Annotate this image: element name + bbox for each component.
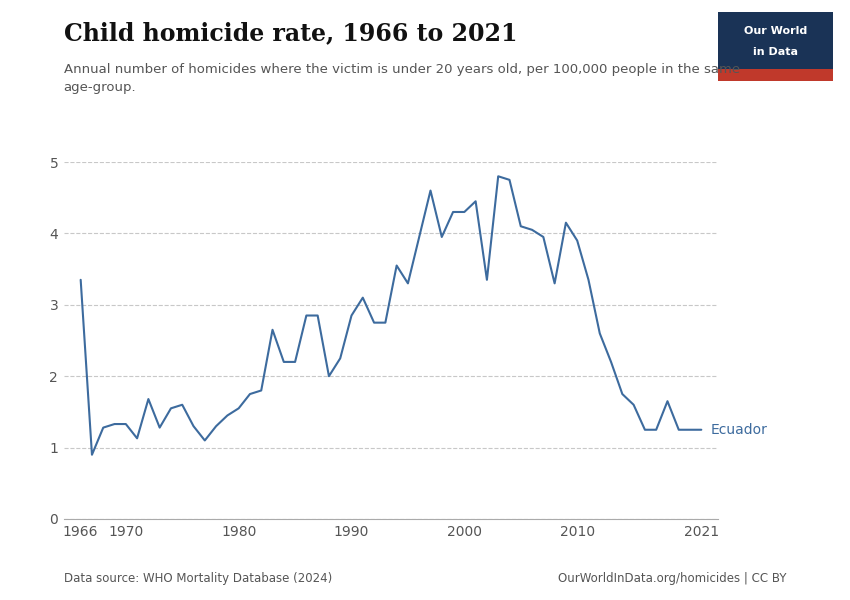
- Bar: [718, 68, 833, 81]
- Text: Annual number of homicides where the victim is under 20 years old, per 100,000 p: Annual number of homicides where the vic…: [64, 63, 740, 94]
- Text: Child homicide rate, 1966 to 2021: Child homicide rate, 1966 to 2021: [64, 21, 518, 45]
- Text: in Data: in Data: [753, 47, 798, 57]
- Text: Ecuador: Ecuador: [711, 423, 768, 437]
- Text: Data source: WHO Mortality Database (2024): Data source: WHO Mortality Database (202…: [64, 572, 332, 585]
- Text: OurWorldInData.org/homicides | CC BY: OurWorldInData.org/homicides | CC BY: [558, 572, 786, 585]
- Text: Our World: Our World: [744, 26, 808, 37]
